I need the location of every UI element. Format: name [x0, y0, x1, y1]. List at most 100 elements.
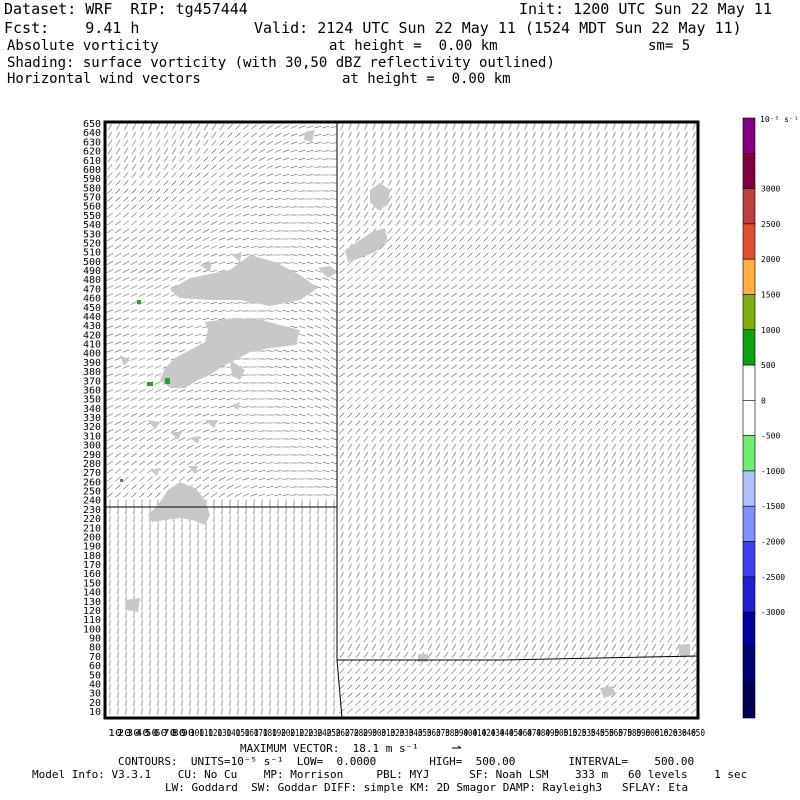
y-tick-label: 550 — [83, 211, 101, 222]
x-tick-label: 100 — [190, 728, 204, 739]
x-tick-label: 220 — [299, 728, 313, 739]
y-tick-label: 580 — [83, 183, 101, 194]
legend-label: 2000 — [761, 255, 780, 264]
x-tick-label: 140 — [226, 728, 240, 739]
y-tick-label: 160 — [83, 569, 101, 580]
x-tick-label: 310 — [381, 728, 395, 739]
x-tick-label: 180 — [263, 728, 277, 739]
x-tick-label: 550 — [600, 728, 614, 739]
y-tick-label: 640 — [83, 128, 101, 139]
legend-swatch — [742, 294, 756, 331]
y-tick-label: 630 — [83, 137, 101, 148]
x-tick-label: 160 — [245, 728, 259, 739]
vorticity-spot — [137, 300, 141, 304]
y-tick-label: 400 — [83, 349, 101, 360]
x-tick-label: 590 — [636, 728, 650, 739]
legend-swatch — [742, 576, 756, 613]
x-tick-label: 240 — [318, 728, 332, 739]
vorticity-region — [230, 360, 245, 380]
legend-swatch — [742, 470, 756, 507]
valid-time-label: Valid: 2124 UTC Sun 22 May 11 (1524 MDT … — [254, 19, 742, 37]
legend-label: -3000 — [761, 608, 785, 617]
y-tick-label: 500 — [83, 257, 101, 268]
y-tick-label: 100 — [83, 624, 101, 635]
x-tick-label: 630 — [673, 728, 687, 739]
y-tick-label: 180 — [83, 551, 101, 562]
vorticity-spot — [147, 382, 153, 386]
y-tick-label: 490 — [83, 266, 101, 277]
x-tick-label: 400 — [463, 728, 477, 739]
legend-swatch — [742, 117, 756, 154]
legend-swatch — [742, 329, 756, 366]
x-tick-label: 350 — [418, 728, 432, 739]
vorticity-region — [200, 262, 212, 272]
y-tick-label: 590 — [83, 174, 101, 185]
x-tick-label: 440 — [500, 728, 514, 739]
y-tick-label: 450 — [83, 303, 101, 314]
y-tick-label: 620 — [83, 147, 101, 158]
vorticity-region — [304, 130, 315, 142]
y-tick-label: 530 — [83, 229, 101, 240]
y-tick-label: 480 — [83, 275, 101, 286]
boundary-line — [337, 655, 699, 661]
vector-field-height: at height = 0.00 km — [342, 71, 511, 87]
legend-swatch — [742, 152, 756, 189]
legend-label: -500 — [761, 432, 780, 441]
vorticity-region — [232, 402, 240, 410]
legend-swatch — [742, 223, 756, 260]
legend-label: -2500 — [761, 573, 785, 582]
y-tick-label: 390 — [83, 358, 101, 369]
x-tick-label: 650 — [691, 728, 705, 739]
x-tick-label: 390 — [454, 728, 468, 739]
y-tick-label: 40 — [89, 679, 101, 690]
legend-swatch — [742, 188, 756, 225]
x-tick-label: 470 — [527, 728, 541, 739]
y-tick-label: 120 — [83, 606, 101, 617]
y-tick-label: 60 — [89, 661, 101, 672]
x-tick-label: 10 — [108, 728, 122, 739]
vorticity-region — [678, 644, 690, 656]
vorticity-region — [190, 436, 200, 444]
x-tick-label: 410 — [472, 728, 486, 739]
y-tick-label: 560 — [83, 202, 101, 213]
x-tick-label: 570 — [618, 728, 632, 739]
x-tick-label: 260 — [336, 728, 350, 739]
y-tick-label: 570 — [83, 193, 101, 204]
shading-description: Shading: surface vorticity (with 30,50 d… — [7, 55, 555, 71]
model-info-physics: LW: Goddard SW: Goddar DIFF: simple KM: … — [165, 781, 689, 794]
x-tick-label: 460 — [518, 728, 532, 739]
legend-label: 2500 — [761, 220, 780, 229]
vorticity-region — [170, 255, 318, 306]
y-tick-label: 190 — [83, 542, 101, 553]
x-tick-label: 60 — [154, 728, 168, 739]
y-tick-label: 270 — [83, 468, 101, 479]
y-tick-label: 360 — [83, 385, 101, 396]
y-tick-label: 600 — [83, 165, 101, 176]
x-tick-label: 500 — [554, 728, 568, 739]
y-tick-label: 470 — [83, 284, 101, 295]
legend-swatch — [742, 647, 756, 684]
reference-vector-arrow — [452, 745, 462, 749]
vorticity-region — [148, 420, 160, 430]
x-tick-label: 360 — [427, 728, 441, 739]
y-tick-label: 440 — [83, 312, 101, 323]
y-tick-label: 220 — [83, 514, 101, 525]
y-tick-label: 130 — [83, 597, 101, 608]
legend-label: -1000 — [761, 467, 785, 476]
y-tick-label: 290 — [83, 450, 101, 461]
x-tick-label: 70 — [163, 728, 177, 739]
y-tick-label: 460 — [83, 294, 101, 305]
x-tick-label: 520 — [573, 728, 587, 739]
y-tick-label: 340 — [83, 404, 101, 415]
y-tick-label: 230 — [83, 505, 101, 516]
vorticity-spot — [120, 479, 123, 482]
vorticity-region — [160, 318, 300, 388]
y-tick-label: 430 — [83, 321, 101, 332]
negative-vorticity-spots — [120, 300, 170, 482]
x-tick-label: 450 — [509, 728, 523, 739]
x-tick-label: 40 — [135, 728, 149, 739]
y-tick-label: 540 — [83, 220, 101, 231]
y-tick-label: 200 — [83, 532, 101, 543]
